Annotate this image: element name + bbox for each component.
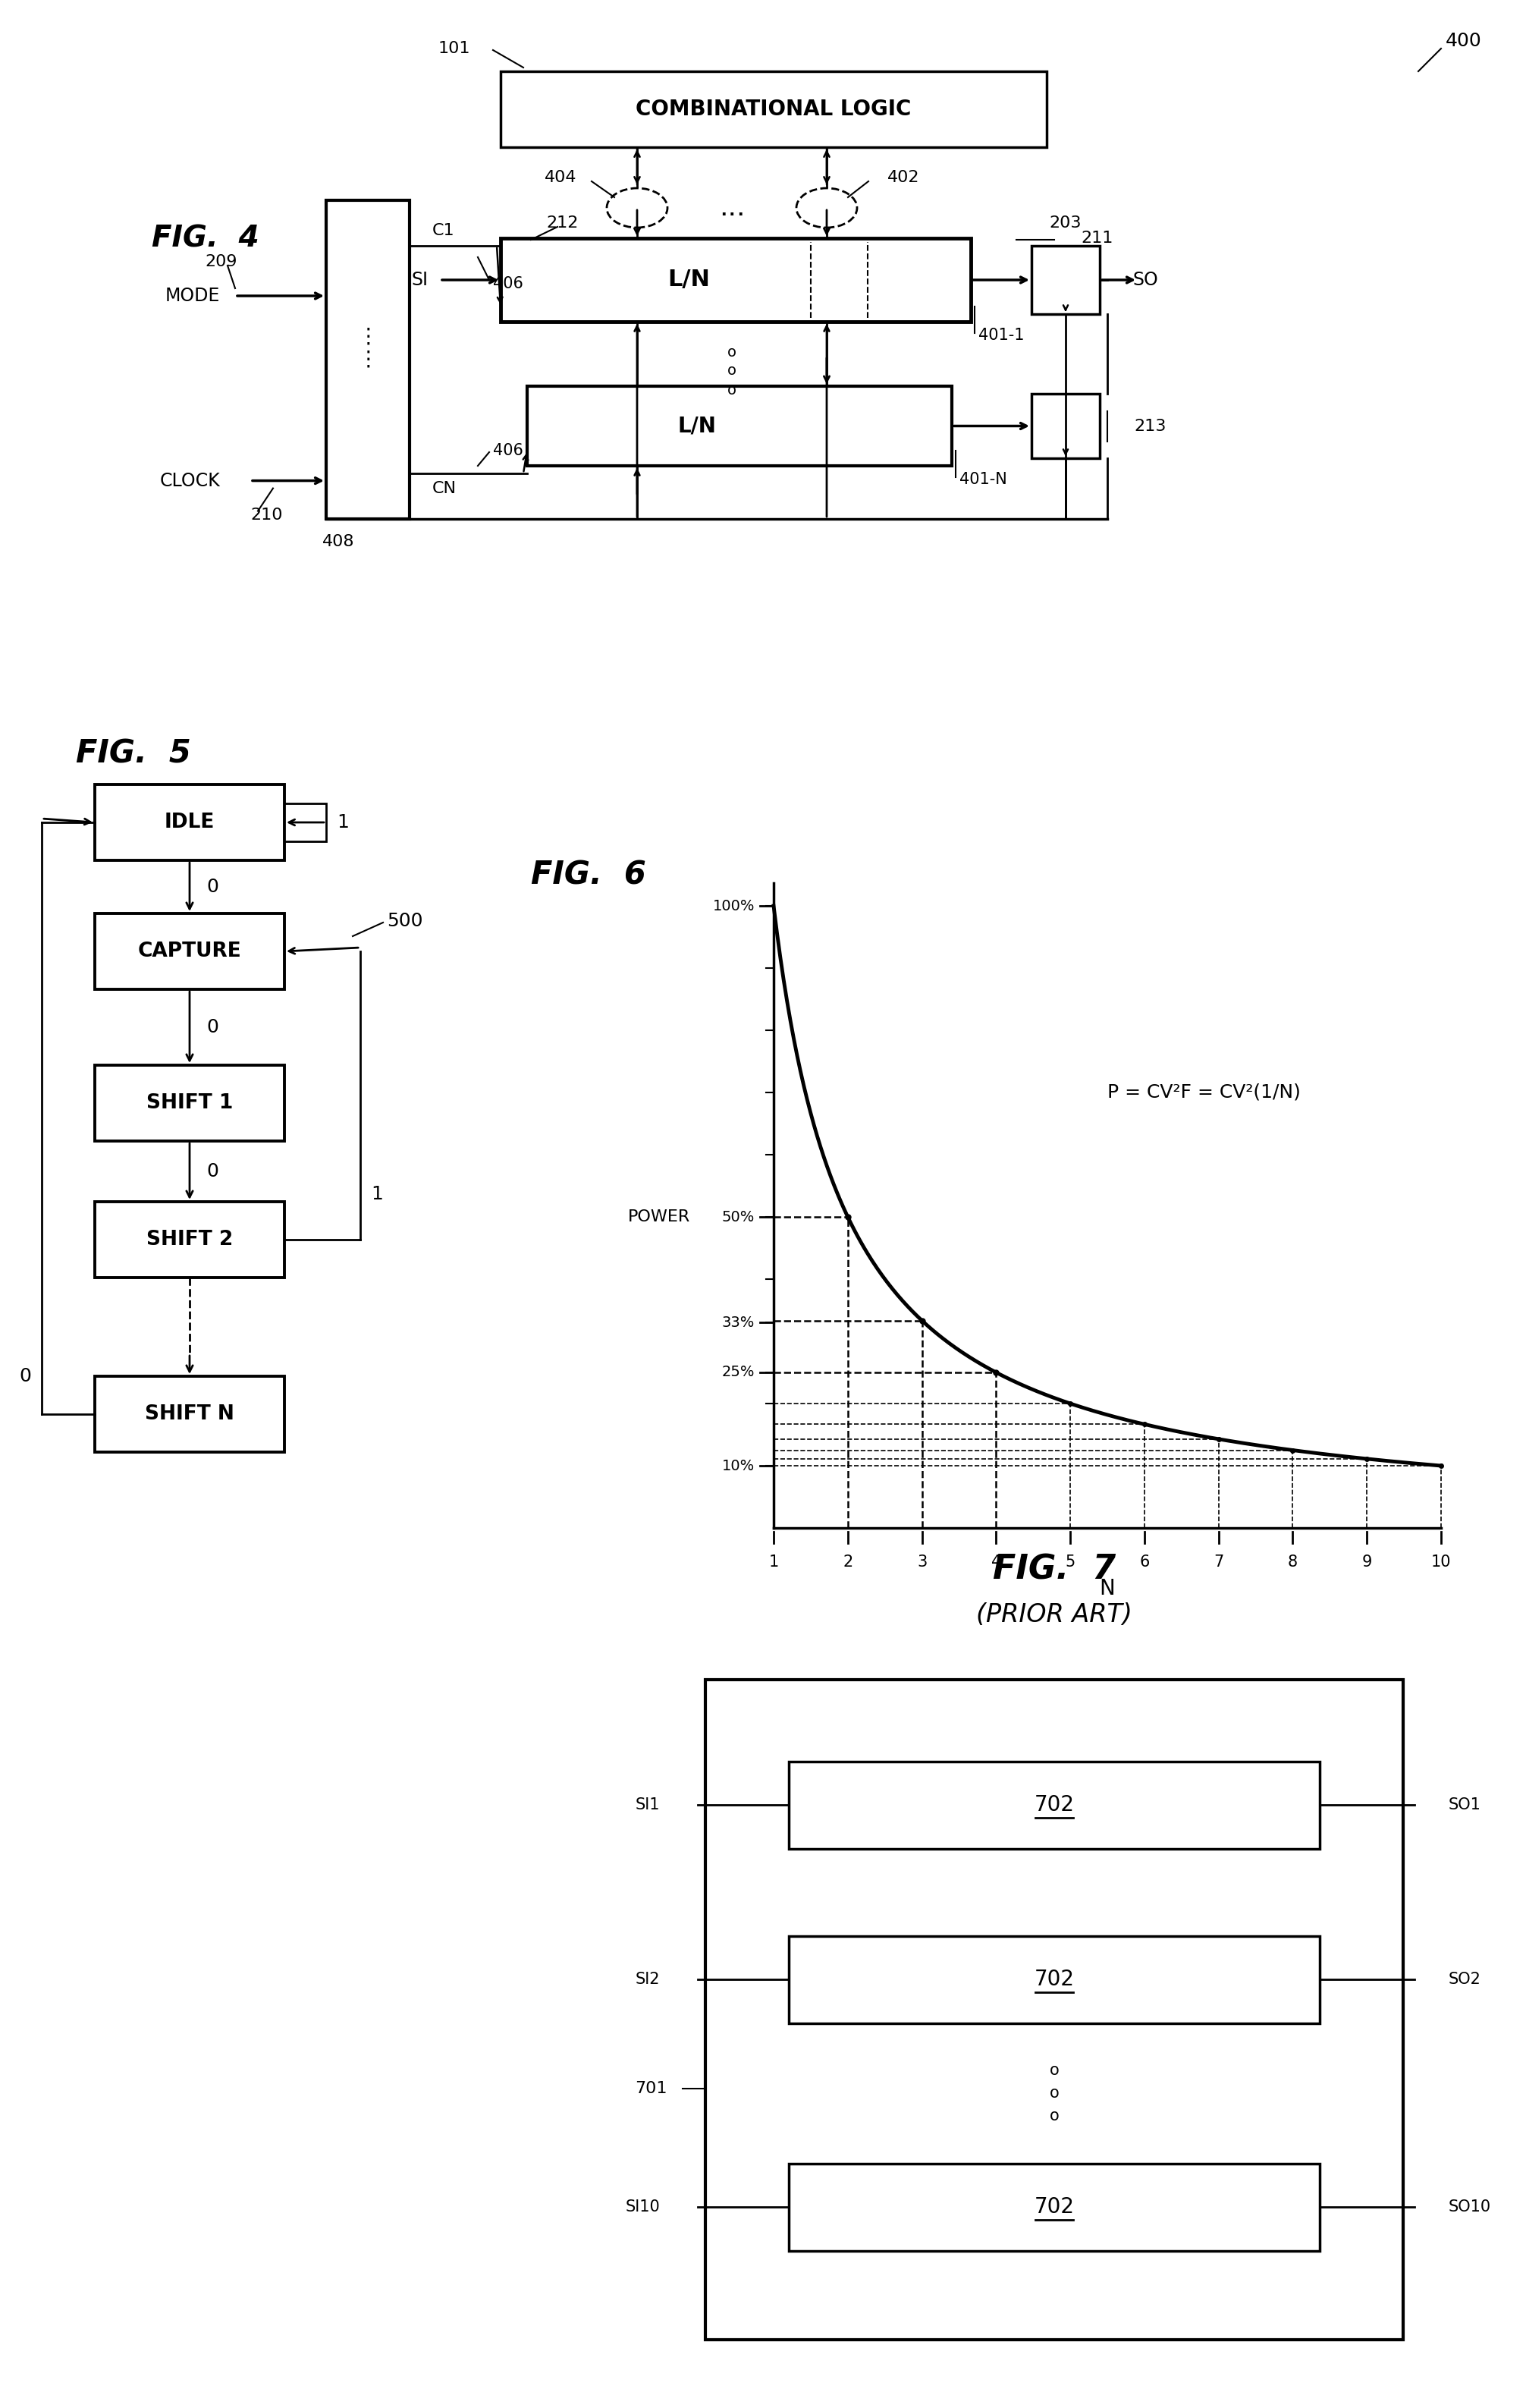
Text: 401-1: 401-1 (978, 327, 1024, 342)
Text: 8: 8 (1288, 1556, 1297, 1570)
Ellipse shape (607, 188, 667, 229)
Text: 10%: 10% (722, 1459, 755, 1474)
Text: 702: 702 (1035, 1794, 1074, 1816)
Text: SI2: SI2 (635, 1972, 659, 1987)
Text: 2: 2 (842, 1556, 853, 1570)
Text: CLOCK: CLOCK (159, 472, 220, 489)
Text: 7: 7 (1213, 1556, 1224, 1570)
Text: 101: 101 (438, 41, 470, 55)
Text: 212: 212 (546, 214, 578, 231)
Text: 0: 0 (18, 1368, 31, 1385)
Text: C1: C1 (432, 224, 455, 238)
Text: 406: 406 (493, 277, 523, 291)
Text: 1: 1 (371, 1185, 383, 1204)
Text: 1: 1 (337, 814, 349, 831)
Text: FIG.  7: FIG. 7 (993, 1553, 1116, 1587)
Text: FIG.  5: FIG. 5 (76, 739, 191, 771)
Text: SHIFT 2: SHIFT 2 (146, 1230, 233, 1250)
Text: 400: 400 (1445, 31, 1482, 51)
Bar (284, 804, 327, 840)
Text: SI10: SI10 (626, 2199, 659, 2215)
Text: COMBINATIONAL LOGIC: COMBINATIONAL LOGIC (636, 99, 911, 120)
Bar (1032, 246, 1100, 313)
Text: SO10: SO10 (1448, 2199, 1491, 2215)
Text: SHIFT N: SHIFT N (145, 1404, 235, 1423)
Text: 402: 402 (888, 171, 920, 185)
Text: 408: 408 (322, 535, 354, 549)
Bar (789, 1936, 1320, 2023)
Text: o: o (1050, 2064, 1059, 2078)
Text: CN: CN (432, 482, 456, 496)
Text: 406: 406 (493, 443, 523, 458)
Text: 211: 211 (1080, 231, 1112, 246)
Text: P = CV²F = CV²(1/N): P = CV²F = CV²(1/N) (1108, 1084, 1300, 1100)
Text: FIG.  6: FIG. 6 (531, 860, 645, 891)
Text: 6: 6 (1140, 1556, 1149, 1570)
Text: L/N: L/N (678, 414, 716, 436)
Text: o: o (1050, 2085, 1059, 2100)
Text: 0: 0 (206, 879, 218, 896)
Text: 500: 500 (386, 913, 423, 929)
Text: 0: 0 (206, 1163, 218, 1180)
Bar (95, 1202, 284, 1279)
Text: 203: 203 (1050, 214, 1082, 231)
Bar (501, 72, 1047, 147)
Bar (705, 1681, 1402, 2341)
Text: (PRIOR ART): (PRIOR ART) (977, 1604, 1132, 1628)
Text: ⋮: ⋮ (357, 325, 378, 347)
Text: SO2: SO2 (1448, 1972, 1482, 1987)
Text: 10: 10 (1431, 1556, 1451, 1570)
Text: 4: 4 (990, 1556, 1001, 1570)
Text: 209: 209 (204, 255, 237, 270)
Text: 33%: 33% (722, 1315, 755, 1329)
Bar (327, 200, 409, 520)
Text: 9: 9 (1361, 1556, 1372, 1570)
Text: SI1: SI1 (635, 1796, 659, 1813)
Text: N: N (1099, 1577, 1116, 1599)
Text: 401-N: 401-N (960, 472, 1007, 486)
Text: POWER: POWER (627, 1209, 690, 1226)
Text: SHIFT 1: SHIFT 1 (146, 1093, 233, 1112)
Text: 213: 213 (1134, 419, 1166, 433)
Text: 404: 404 (545, 171, 577, 185)
Text: 1: 1 (769, 1556, 778, 1570)
Bar (95, 1064, 284, 1141)
Text: o: o (728, 383, 737, 397)
Bar (789, 1760, 1320, 1849)
Text: CAPTURE: CAPTURE (137, 942, 241, 961)
Text: 702: 702 (1035, 2196, 1074, 2218)
Text: ...: ... (719, 195, 745, 222)
Text: ⋮: ⋮ (357, 349, 378, 371)
Text: 701: 701 (635, 2081, 667, 2097)
Bar (501, 238, 971, 323)
Text: 0: 0 (206, 1019, 218, 1035)
Text: 25%: 25% (722, 1365, 755, 1380)
Text: o: o (728, 364, 737, 378)
Bar (95, 785, 284, 860)
Text: 210: 210 (250, 508, 282, 523)
Text: SO: SO (1132, 270, 1158, 289)
Ellipse shape (797, 188, 858, 229)
Bar (526, 385, 952, 465)
Text: 5: 5 (1065, 1556, 1076, 1570)
Bar (95, 1377, 284, 1452)
Text: SI: SI (412, 270, 429, 289)
Text: FIG.  4: FIG. 4 (151, 224, 259, 253)
Text: 702: 702 (1035, 1970, 1074, 1989)
Text: SO1: SO1 (1448, 1796, 1482, 1813)
Bar (789, 2162, 1320, 2251)
Text: MODE: MODE (165, 287, 220, 306)
Text: o: o (1050, 2109, 1059, 2124)
Text: 100%: 100% (713, 898, 755, 913)
Text: 50%: 50% (722, 1209, 755, 1223)
Text: IDLE: IDLE (165, 811, 215, 833)
Bar (1032, 395, 1100, 458)
Bar (95, 913, 284, 990)
Text: 3: 3 (917, 1556, 926, 1570)
Text: L/N: L/N (667, 270, 710, 291)
Text: o: o (728, 344, 737, 359)
